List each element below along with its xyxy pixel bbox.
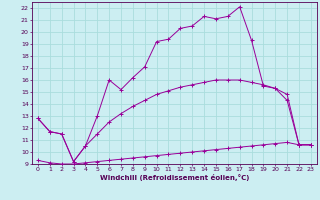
- X-axis label: Windchill (Refroidissement éolien,°C): Windchill (Refroidissement éolien,°C): [100, 174, 249, 181]
